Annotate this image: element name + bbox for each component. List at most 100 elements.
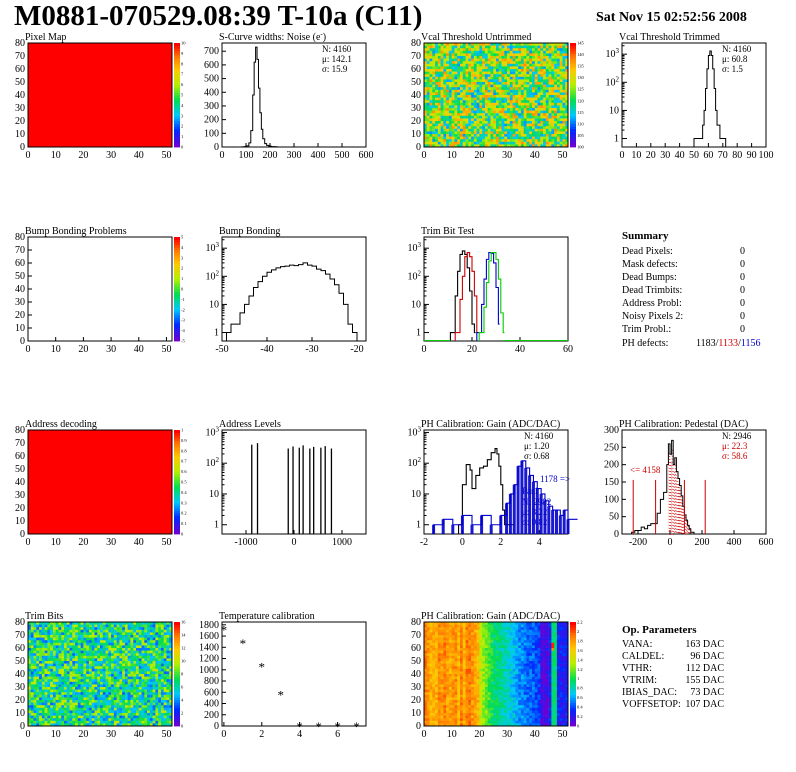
heatmap-cell	[543, 131, 547, 135]
heatmap-cell	[462, 113, 466, 117]
heatmap-cell	[33, 671, 37, 675]
heatmap-cell	[91, 661, 95, 664]
heatmap-cell	[487, 141, 491, 145]
heatmap-cell	[83, 676, 87, 680]
heatmap-cell	[141, 666, 145, 670]
heatmap-cell	[515, 121, 519, 124]
heatmap-cell	[44, 684, 48, 688]
heatmap-cell	[435, 74, 439, 78]
heatmap-cell	[473, 136, 477, 140]
heatmap-cell	[529, 126, 533, 130]
heatmap-cell	[41, 676, 45, 680]
heatmap-cell	[36, 676, 40, 680]
heatmap-cell	[476, 105, 480, 109]
heatmap-cell	[429, 108, 433, 111]
heatmap-cell	[52, 689, 56, 693]
heatmap-cell	[39, 694, 43, 698]
heatmap-cell	[545, 139, 549, 143]
heatmap-cell	[512, 131, 516, 135]
heatmap-cell	[551, 102, 555, 106]
heatmap-cell	[94, 661, 98, 664]
heatmap-cell	[127, 697, 131, 701]
heatmap-cell	[69, 666, 73, 670]
heatmap-cell	[97, 697, 101, 701]
heatmap-cell	[526, 102, 530, 106]
heatmap-cell	[509, 141, 513, 145]
heatmap-cell	[429, 71, 433, 75]
heatmap-cell	[88, 689, 92, 693]
heatmap-cell	[448, 139, 452, 143]
heatmap-cell	[72, 624, 76, 628]
heatmap-cell	[75, 671, 79, 675]
y-tick-label: 40	[15, 669, 25, 680]
heatmap-cell	[47, 627, 51, 631]
pedestal-hatch-dot	[673, 471, 676, 473]
heatmap-cell	[36, 635, 40, 638]
heatmap-cell	[471, 121, 475, 124]
heatmap-cell	[130, 632, 134, 636]
heatmap-cell	[111, 715, 115, 719]
heatmap-cell	[523, 50, 527, 54]
heatmap-cell	[86, 702, 90, 706]
heatmap-cell	[88, 700, 92, 703]
heatmap-cell	[565, 97, 569, 101]
color-scale-label: 0.6	[181, 469, 187, 474]
heatmap-cell	[435, 131, 439, 135]
heatmap-cell	[69, 658, 73, 662]
heatmap-cell	[39, 707, 43, 711]
pedestal-hatch-dot	[677, 492, 681, 495]
heatmap-cell	[138, 642, 142, 646]
heatmap-cell	[124, 635, 128, 638]
heatmap-cell	[88, 713, 92, 716]
heatmap-cell	[122, 681, 126, 685]
heatmap-cell	[426, 100, 430, 104]
heatmap-cell	[94, 645, 98, 649]
heatmap-cell	[473, 131, 477, 135]
heatmap-cell	[465, 144, 469, 148]
heatmap-cell	[55, 658, 59, 662]
heatmap-cell	[526, 82, 530, 85]
heatmap-cell	[36, 668, 40, 672]
heatmap-cell	[83, 684, 87, 688]
heatmap-cell	[440, 53, 444, 57]
y-tick-exp: 2	[418, 456, 422, 464]
heatmap-cell	[465, 92, 469, 96]
heatmap-cell	[451, 61, 455, 65]
pedestal-hatch-dot	[677, 507, 681, 510]
heatmap-cell	[523, 53, 527, 57]
heatmap-cell	[562, 66, 566, 70]
heatmap-cell	[490, 43, 494, 46]
heatmap-cell	[468, 113, 472, 117]
heatmap-cell	[482, 108, 486, 111]
heatmap-cell	[446, 108, 450, 111]
pedestal-hatch-dot	[679, 496, 682, 498]
y-tick-label: 50	[15, 464, 25, 475]
heatmap-cell	[562, 97, 566, 101]
heatmap-cell	[138, 624, 142, 628]
heatmap-cell	[108, 671, 112, 675]
heatmap-cell	[66, 653, 70, 657]
heatmap-cell	[451, 97, 455, 101]
heatmap-cell	[540, 79, 544, 83]
heatmap-cell	[36, 718, 40, 722]
heatmap-cell	[507, 128, 511, 132]
heatmap-cell	[446, 58, 450, 62]
heatmap-cell	[88, 632, 92, 636]
heatmap-cell	[52, 624, 56, 628]
heatmap-cell	[119, 674, 123, 677]
heatmap-cell	[138, 723, 142, 727]
pedestal-hatch-dot	[676, 498, 679, 501]
heatmap-cell	[124, 681, 128, 685]
heatmap-cell	[83, 702, 87, 706]
color-scale-cell	[174, 278, 180, 282]
heatmap-cell	[88, 671, 92, 675]
heatmap-cell	[91, 694, 95, 698]
heatmap-cell	[565, 82, 569, 85]
heatmap-cell	[490, 100, 494, 104]
color-scale-cell	[174, 309, 180, 313]
heatmap-cell	[526, 53, 530, 57]
heatmap-cell	[484, 92, 488, 96]
heatmap-cell	[565, 63, 569, 67]
heatmap-cell	[562, 63, 566, 67]
heatmap-cell	[554, 79, 558, 83]
